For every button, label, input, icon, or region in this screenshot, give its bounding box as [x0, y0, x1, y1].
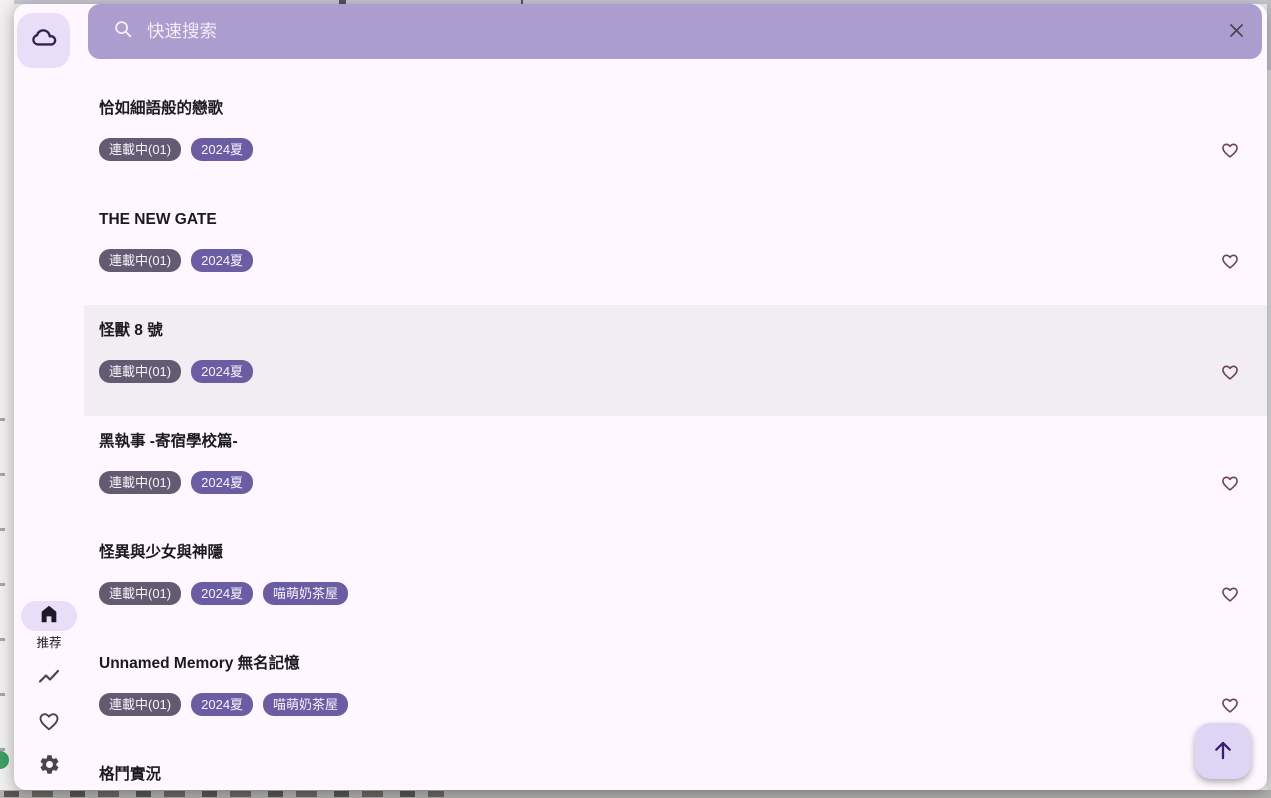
- arrow-up-icon: [1210, 737, 1236, 766]
- anime-title: 怪獸 8 號: [99, 322, 163, 339]
- tag-list: 連載中(01) 2024夏: [99, 471, 1267, 494]
- gear-icon: [38, 753, 61, 779]
- background-glyph: [339, 0, 346, 4]
- heart-icon: [37, 709, 61, 736]
- tag-badge: 連載中(01): [99, 138, 182, 161]
- sidebar-item-home-label: 推荐: [36, 636, 62, 650]
- home-icon: [38, 603, 60, 630]
- close-button[interactable]: [1224, 20, 1248, 44]
- sidebar-item-settings[interactable]: [37, 754, 61, 778]
- search-input[interactable]: [145, 20, 1224, 43]
- list-item[interactable]: 怪獸 8 號 連載中(01) 2024夏: [84, 305, 1267, 416]
- search-icon: [112, 18, 134, 45]
- background-app-edge-bottom: [0, 790, 1271, 798]
- anime-list: 恰如細語般的戀歌 連載中(01) 2024夏 THE NEW GATE 連載中(0…: [84, 74, 1267, 790]
- close-icon: [1227, 21, 1246, 43]
- tag-badge: 連載中(01): [99, 582, 182, 605]
- anime-title: Unnamed Memory 無名記憶: [99, 655, 300, 672]
- favorite-button[interactable]: [1220, 584, 1240, 604]
- tag-badge: 2024夏: [191, 249, 254, 272]
- tag-badge: 連載中(01): [99, 471, 182, 494]
- tag-badge: 2024夏: [191, 471, 254, 494]
- favorite-button[interactable]: [1220, 473, 1240, 493]
- background-app-edge-left: [0, 0, 14, 790]
- tag-list: 連載中(01) 2024夏: [99, 138, 1267, 161]
- cloud-icon: [28, 24, 60, 57]
- list-item[interactable]: THE NEW GATE 連載中(01) 2024夏: [84, 194, 1267, 305]
- anime-title: THE NEW GATE: [99, 211, 217, 228]
- tag-list: 連載中(01) 2024夏 喵萌奶茶屋: [99, 693, 1267, 716]
- scroll-to-top-button[interactable]: [1195, 723, 1251, 779]
- anime-title: 黑執事 -寄宿學校篇-: [99, 433, 238, 450]
- anime-title: 格鬥實況: [99, 766, 162, 783]
- favorite-button[interactable]: [1220, 140, 1240, 160]
- tag-badge: 連載中(01): [99, 360, 182, 383]
- app-logo: [17, 13, 70, 68]
- tag-badge: 2024夏: [191, 138, 254, 161]
- tag-list: 連載中(01) 2024夏: [99, 249, 1267, 272]
- tag-badge: 2024夏: [191, 582, 254, 605]
- anime-title: 怪異與少女與神隱: [99, 544, 224, 561]
- navigation-rail: 推荐: [14, 74, 84, 790]
- heart-icon: [1220, 587, 1240, 607]
- heart-icon: [1220, 476, 1240, 496]
- background-green-badge: [0, 751, 9, 769]
- heart-icon: [1220, 698, 1240, 718]
- tag-list: 連載中(01) 2024夏: [99, 360, 1267, 383]
- tag-badge: 連載中(01): [99, 693, 182, 716]
- favorite-button[interactable]: [1220, 251, 1240, 271]
- list-item[interactable]: 怪異與少女與神隱 連載中(01) 2024夏 喵萌奶茶屋: [84, 527, 1267, 638]
- tag-list: 連載中(01) 2024夏 喵萌奶茶屋: [99, 582, 1267, 605]
- tag-badge: 喵萌奶茶屋: [263, 582, 349, 605]
- tag-badge: 2024夏: [191, 360, 254, 383]
- sidebar-item-home[interactable]: [21, 601, 77, 631]
- list-item[interactable]: Unnamed Memory 無名記憶 連載中(01) 2024夏 喵萌奶茶屋: [84, 638, 1267, 749]
- trending-icon: [37, 665, 61, 692]
- search-overlay-panel: 推荐 恰如細語般的戀歌 連載中(01) 2024夏: [14, 4, 1267, 790]
- heart-icon: [1220, 365, 1240, 385]
- sidebar-item-trending[interactable]: [37, 666, 61, 690]
- list-item[interactable]: 黑執事 -寄宿學校篇- 連載中(01) 2024夏: [84, 416, 1267, 527]
- tag-badge: 連載中(01): [99, 249, 182, 272]
- favorite-button[interactable]: [1220, 695, 1240, 715]
- anime-title: 恰如細語般的戀歌: [99, 100, 224, 117]
- tag-badge: 2024夏: [191, 693, 254, 716]
- background-text-fragment: [4, 791, 444, 797]
- heart-icon: [1220, 143, 1240, 163]
- search-bar: [88, 4, 1262, 59]
- list-item[interactable]: 恰如細語般的戀歌 連載中(01) 2024夏: [84, 83, 1267, 194]
- heart-icon: [1220, 254, 1240, 274]
- list-item[interactable]: 格鬥實況: [84, 749, 1267, 790]
- tag-badge: 喵萌奶茶屋: [263, 693, 349, 716]
- sidebar-item-favorites[interactable]: [37, 710, 61, 734]
- background-glyph: [521, 0, 523, 4]
- background-app-edge-right: [1267, 0, 1271, 790]
- favorite-button[interactable]: [1220, 362, 1240, 382]
